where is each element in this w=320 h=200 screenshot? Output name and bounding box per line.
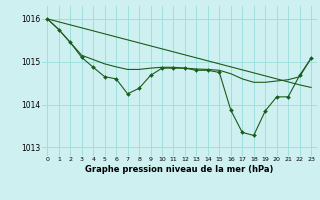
X-axis label: Graphe pression niveau de la mer (hPa): Graphe pression niveau de la mer (hPa): [85, 165, 273, 174]
